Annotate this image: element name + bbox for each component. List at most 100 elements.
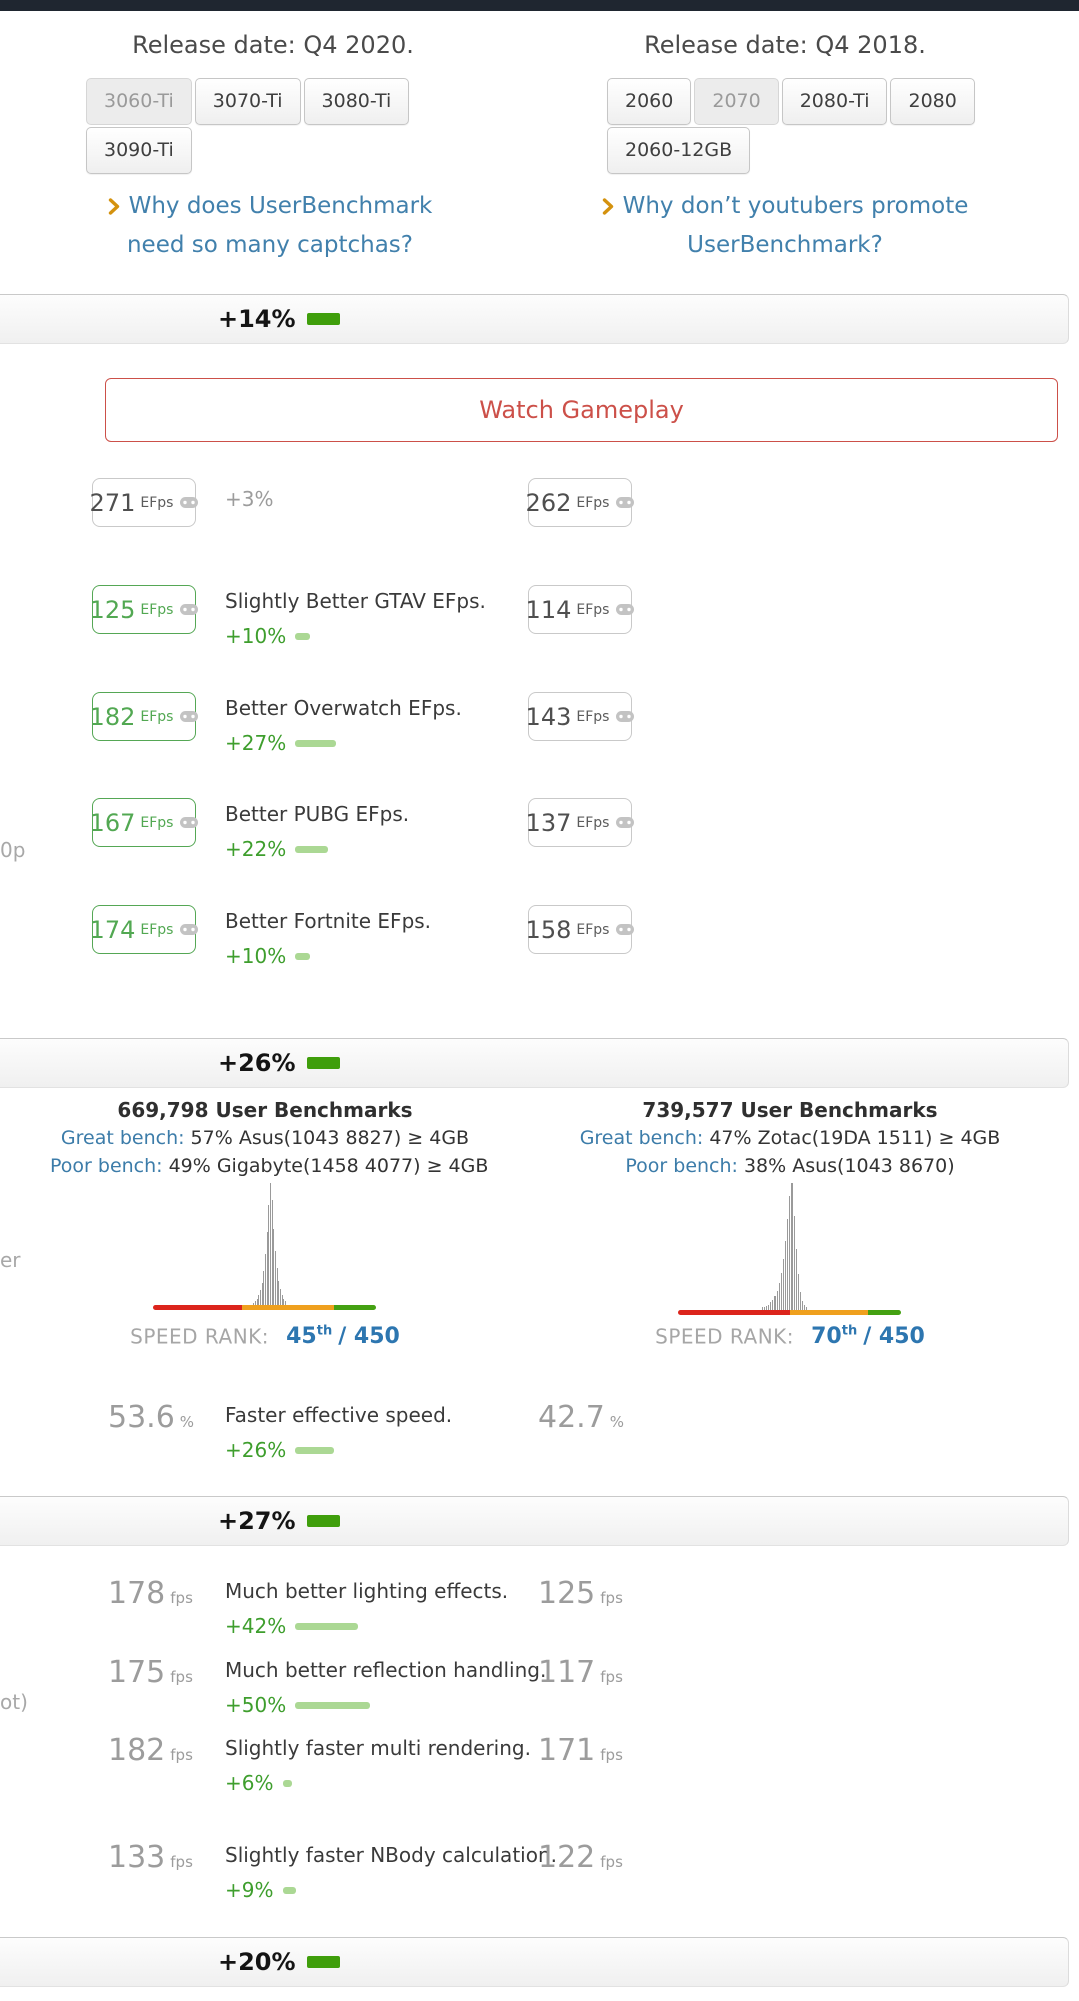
clipped-row-label: 0p [0, 838, 26, 862]
right-value-box[interactable]: 143 EFps [526, 692, 635, 741]
percent-bar [295, 953, 311, 960]
user-benchmarks-right: 739,577 User Benchmarks Great bench: 47% … [572, 1098, 1008, 1368]
benchmark-row-fortnite: 174 EFps Better Fortnite EFps. +10% 158 … [90, 905, 1032, 969]
benchmark-row-efps: 271 EFps +3% 262 EFps [89, 478, 1032, 542]
release-date-left: Release date: Q4 2020. [132, 31, 414, 59]
poor-bench-value: 38% Asus(1043 8670) [743, 1155, 955, 1177]
row-percent: +10% [225, 944, 645, 968]
section-delta-value: +20% [218, 1948, 296, 1976]
gamepad-icon [180, 493, 199, 512]
variant-button-2080ti[interactable]: 2080-Ti [781, 78, 888, 125]
variant-button-3060ti: 3060-Ti [86, 78, 192, 125]
left-value-box[interactable]: 174 EFps [90, 905, 199, 954]
fps-row-lighting: 178 fps Much better lighting effects. +42… [108, 1576, 1048, 1646]
variant-button-3090ti[interactable]: 3090-Ti [86, 127, 192, 174]
gamepad-icon [180, 707, 199, 726]
great-bench-link[interactable]: Great bench: [579, 1127, 704, 1149]
variant-button-2060-12gb[interactable]: 2060-12GB [607, 127, 751, 174]
row-percent: +26% [225, 1438, 645, 1462]
watch-gameplay-button[interactable]: Watch Gameplay [105, 378, 1058, 442]
percent-bar [295, 740, 336, 747]
faq-link-captchas[interactable]: Why does UserBenchmark need so many capt… [60, 188, 480, 264]
faq-link-line1: Why does UserBenchmark [128, 193, 433, 219]
row-title: Slightly Better GTAV EFps. [225, 589, 486, 613]
speed-rank-label: SPEED RANK: [655, 1324, 795, 1349]
row-description: Better Overwatch EFps. +27% [225, 695, 645, 755]
faq-link-line2: UserBenchmark? [687, 232, 883, 258]
right-value-group: 42.7% [538, 1400, 624, 1435]
value: 262 [525, 488, 572, 517]
value: 271 [89, 488, 136, 517]
right-value: 125 [538, 1576, 596, 1611]
left-value: 182 [108, 1733, 166, 1768]
unit: fps [600, 1853, 623, 1871]
unit: fps [170, 1589, 193, 1607]
benchmark-count: 739,577 User Benchmarks [642, 1098, 938, 1122]
variant-button-3080ti[interactable]: 3080-Ti [303, 78, 410, 125]
right-value-box[interactable]: 262 EFps [525, 478, 635, 527]
left-value-box[interactable]: 167 EFps [89, 798, 199, 847]
variant-button-3070ti[interactable]: 3070-Ti [194, 78, 301, 125]
section-header-benchmarks: +26% [0, 1038, 1069, 1088]
row-percent: +50% [225, 1693, 645, 1717]
great-bench-value: 57% Asus(1043 8827) ≥ 4GB [190, 1127, 470, 1149]
gpu-variant-buttons-left: 3060-Ti 3070-Ti 3080-Ti 3090-Ti [86, 78, 546, 176]
right-value-box[interactable]: 137 EFps [526, 798, 635, 847]
unit: EFps [576, 814, 610, 831]
row-title: Better PUBG EFps. [225, 802, 410, 826]
great-bench-value: 47% Zotac(19DA 1511) ≥ 4GB [709, 1127, 1001, 1149]
unit: EFps [140, 814, 174, 831]
left-value: 53.6 [108, 1400, 175, 1435]
speed-rank-value[interactable]: 45th/ 450 [286, 1324, 400, 1350]
poor-bench-link[interactable]: Poor bench: [625, 1155, 738, 1177]
row-description: Slightly faster multi rendering. +6% [225, 1735, 645, 1795]
speed-rank-value[interactable]: 70th/ 450 [811, 1324, 925, 1350]
right-value: 117 [538, 1655, 596, 1690]
left-value-box[interactable]: 271 EFps [89, 478, 199, 527]
left-value: 178 [108, 1576, 166, 1611]
percent-bar [295, 1702, 371, 1709]
value: 114 [525, 595, 572, 624]
effective-speed-row: 53.6% Faster effective speed. +26% 42.7% [108, 1400, 1048, 1470]
section-delta-value: +14% [218, 305, 296, 333]
row-title: Better Fortnite EFps. [225, 909, 432, 933]
row-description: Slightly faster NBody calculation. +9% [225, 1842, 645, 1902]
unit: fps [600, 1589, 623, 1607]
poor-bench-link[interactable]: Poor bench: [50, 1155, 163, 1177]
poor-bench-line: Poor bench: 49% Gigabyte(1458 4077) ≥ 4GB [50, 1155, 488, 1177]
right-value-box[interactable]: 158 EFps [526, 905, 635, 954]
left-value-box[interactable]: 125 EFps [90, 585, 199, 634]
right-value-box[interactable]: 114 EFps [525, 585, 635, 634]
great-bench-link[interactable]: Great bench: [60, 1127, 185, 1149]
left-value-box[interactable]: 182 EFps [90, 692, 199, 741]
unit: EFps [140, 708, 174, 725]
faq-link-line2: need so many captchas? [126, 232, 414, 258]
percent-bar [282, 1780, 292, 1787]
clipped-row-label: ot) [0, 1690, 28, 1714]
faq-link-line1: Why don’t youtubers promote [622, 193, 969, 219]
percent-bar [282, 1887, 296, 1894]
gamepad-icon [616, 493, 635, 512]
variant-button-2080[interactable]: 2080 [890, 78, 975, 125]
gamepad-icon [180, 600, 199, 619]
benchmark-row-pubg: 167 EFps Better PUBG EFps. +22% 137 EFps [89, 798, 1032, 862]
value: 167 [89, 808, 136, 837]
right-value: 122 [538, 1840, 596, 1875]
row-percent: +22% [225, 837, 645, 861]
gamepad-icon [616, 813, 635, 832]
delta-swatch [306, 313, 340, 325]
unit: % [179, 1413, 195, 1431]
poor-bench-value: 49% Gigabyte(1458 4077) ≥ 4GB [168, 1155, 489, 1177]
faq-link-youtubers[interactable]: Why don’t youtubers promote UserBenchmar… [565, 188, 1005, 264]
row-description: Much better reflection handling. +50% [225, 1657, 645, 1717]
chevron-right-icon [108, 190, 120, 227]
gpu-variant-buttons-right: 2060 2070 2080-Ti 2080 2060-12GB [607, 78, 1067, 176]
variant-button-2060[interactable]: 2060 [607, 78, 692, 125]
benchmark-distribution-chart [153, 1183, 376, 1310]
gamepad-icon [180, 920, 199, 939]
great-bench-line: Great bench: 47% Zotac(19DA 1511) ≥ 4GB [572, 1127, 1008, 1149]
unit: EFps [140, 601, 174, 618]
row-percent: +6% [225, 1771, 645, 1795]
gamepad-icon [616, 920, 635, 939]
